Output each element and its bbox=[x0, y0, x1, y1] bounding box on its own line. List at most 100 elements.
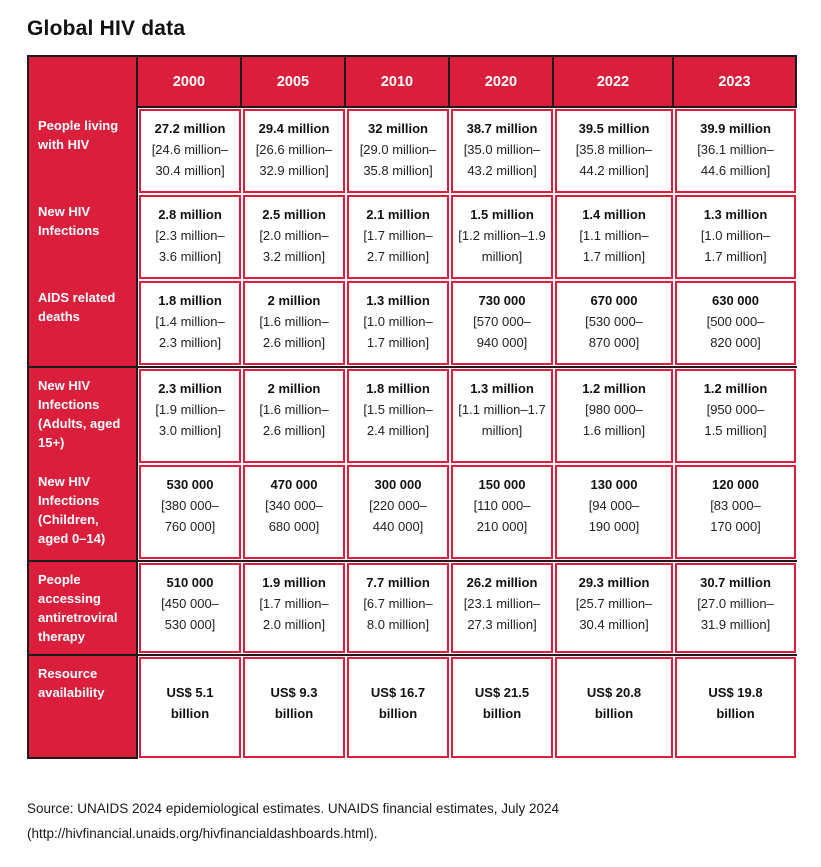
data-cell: 2 million [1.6 million– 2.6 million] bbox=[243, 369, 345, 463]
cell-value: 1.8 million bbox=[366, 381, 430, 396]
cell-range: [29.0 million– 35.8 million] bbox=[359, 141, 437, 178]
cell-range: [24.6 million– 30.4 million] bbox=[151, 141, 229, 178]
cell-range: [380 000– 760 000] bbox=[161, 497, 219, 534]
year-header-2020: 2020 bbox=[450, 55, 554, 108]
data-cell: 39.5 million [35.8 million– 44.2 million] bbox=[555, 109, 673, 193]
cell-value: 29.4 million bbox=[258, 121, 330, 136]
data-cell: US$ 21.5 billion bbox=[451, 657, 553, 758]
cell-value: 470 000 bbox=[270, 477, 318, 492]
cell-value: 1.5 million bbox=[470, 207, 534, 222]
cell-value: 1.9 million bbox=[262, 575, 326, 590]
data-cell: 300 000 [220 000– 440 000] bbox=[347, 465, 449, 559]
year-header-2010: 2010 bbox=[346, 55, 450, 108]
data-cell: 1.3 million [1.1 million–1.7 million] bbox=[451, 369, 553, 463]
cell-value: 1.3 million bbox=[703, 207, 768, 222]
cell-value: 38.7 million bbox=[466, 121, 538, 136]
cell-value: 130 000 bbox=[590, 477, 638, 492]
cell-range: [1.9 million– 3.0 million] bbox=[155, 401, 225, 438]
row-label: AIDS related deaths bbox=[27, 280, 138, 366]
cell-value: 1.4 million bbox=[582, 207, 646, 222]
cell-value: 39.5 million bbox=[578, 121, 650, 136]
cell-range: [110 000– 210 000] bbox=[473, 497, 531, 534]
table-row-people-accessing-art: People accessing antiretroviral therapy … bbox=[27, 562, 797, 654]
cell-value: 7.7 million bbox=[366, 575, 430, 590]
cell-value: 1.2 million bbox=[703, 381, 768, 396]
cell-value: 2.5 million bbox=[262, 207, 326, 222]
data-cell: 1.8 million [1.5 million– 2.4 million] bbox=[347, 369, 449, 463]
data-cell: 150 000 [110 000– 210 000] bbox=[451, 465, 553, 559]
cell-range: [1.0 million– 1.7 million] bbox=[700, 227, 771, 264]
cell-range: [1.6 million– 2.6 million] bbox=[259, 401, 329, 438]
data-cell: 39.9 million [36.1 million– 44.6 million] bbox=[675, 109, 796, 193]
table-row-new-infections-children: New HIV Infections (Children, aged 0–14)… bbox=[27, 464, 797, 560]
data-cell: 7.7 million [6.7 million– 8.0 million] bbox=[347, 563, 449, 653]
cell-range: [1.6 million– 2.6 million] bbox=[259, 313, 329, 350]
cell-value: 630 000 bbox=[712, 293, 759, 308]
cell-value: 2 million bbox=[267, 293, 321, 308]
row-label: New HIV Infections bbox=[27, 194, 138, 280]
cell-range: [500 000– 820 000] bbox=[706, 313, 765, 350]
data-cell: 27.2 million [24.6 million– 30.4 million] bbox=[139, 109, 241, 193]
row-group-epidemic-totals: People living with HIV 27.2 million [24.6… bbox=[27, 108, 797, 366]
cell-range: [2.3 million– 3.6 million] bbox=[155, 227, 225, 264]
cell-value: US$ 9.3 billion bbox=[270, 685, 318, 721]
row-label: Resource availability bbox=[27, 656, 138, 759]
cell-range: [340 000– 680 000] bbox=[265, 497, 323, 534]
data-cell: 2.8 million [2.3 million– 3.6 million] bbox=[139, 195, 241, 279]
source-line-2: (http://hivfinancial.unaids.org/hivfinan… bbox=[27, 825, 378, 841]
row-group-treatment: People accessing antiretroviral therapy … bbox=[27, 560, 797, 654]
global-hiv-data-table: 2000 2005 2010 2020 2022 2023 People liv… bbox=[27, 55, 797, 759]
cell-value: 27.2 million bbox=[154, 121, 226, 136]
data-cell: 32 million [29.0 million– 35.8 million] bbox=[347, 109, 449, 193]
data-cell: US$ 9.3 billion bbox=[243, 657, 345, 758]
data-cell: 2.3 million [1.9 million– 3.0 million] bbox=[139, 369, 241, 463]
cell-value: 670 000 bbox=[590, 293, 638, 308]
data-cell: 2.1 million [1.7 million– 2.7 million] bbox=[347, 195, 449, 279]
data-cell: 1.2 million [950 000– 1.5 million] bbox=[675, 369, 796, 463]
cell-range: [1.7 million– 2.0 million] bbox=[259, 595, 329, 632]
year-header-2000: 2000 bbox=[138, 55, 242, 108]
data-cell: 30.7 million [27.0 million– 31.9 million] bbox=[675, 563, 796, 653]
cell-range: [2.0 million– 3.2 million] bbox=[259, 227, 329, 264]
data-cell: US$ 5.1 billion bbox=[139, 657, 241, 758]
data-cell: US$ 16.7 billion bbox=[347, 657, 449, 758]
data-cell: 510 000 [450 000– 530 000] bbox=[139, 563, 241, 653]
cell-range: [36.1 million– 44.6 million] bbox=[697, 141, 774, 178]
cell-range: [1.0 million– 1.7 million] bbox=[363, 313, 433, 350]
data-cell: 630 000 [500 000– 820 000] bbox=[675, 281, 796, 365]
cell-value: 2.3 million bbox=[158, 381, 222, 396]
year-header-2023: 2023 bbox=[674, 55, 797, 108]
data-cell: 1.8 million [1.4 million– 2.3 million] bbox=[139, 281, 241, 365]
data-cell: 120 000 [83 000– 170 000] bbox=[675, 465, 796, 559]
cell-range: [6.7 million– 8.0 million] bbox=[363, 595, 433, 632]
data-cell: 1.3 million [1.0 million– 1.7 million] bbox=[675, 195, 796, 279]
header-corner-spacer bbox=[27, 55, 138, 108]
cell-value: 530 000 bbox=[166, 477, 214, 492]
data-cell: 1.3 million [1.0 million– 1.7 million] bbox=[347, 281, 449, 365]
cell-value: 2 million bbox=[267, 381, 321, 396]
cell-value: 1.3 million bbox=[470, 381, 534, 396]
data-cell: 26.2 million [23.1 million– 27.3 million] bbox=[451, 563, 553, 653]
data-cell: 2.5 million [2.0 million– 3.2 million] bbox=[243, 195, 345, 279]
cell-range: [450 000– 530 000] bbox=[161, 595, 219, 632]
table-row-aids-related-deaths: AIDS related deaths 1.8 million [1.4 mill… bbox=[27, 280, 797, 366]
source-line-1: Source: UNAIDS 2024 epidemiological esti… bbox=[27, 801, 559, 816]
cell-range: [83 000– 170 000] bbox=[710, 497, 761, 534]
cell-value: US$ 21.5 billion bbox=[474, 685, 530, 721]
cell-range: [1.1 million– 1.7 million] bbox=[579, 227, 649, 264]
cell-value: 32 million bbox=[368, 121, 428, 136]
data-cell: 470 000 [340 000– 680 000] bbox=[243, 465, 345, 559]
cell-value: 120 000 bbox=[712, 477, 759, 492]
data-cell: 670 000 [530 000– 870 000] bbox=[555, 281, 673, 365]
year-header-2022: 2022 bbox=[554, 55, 674, 108]
table-header-row: 2000 2005 2010 2020 2022 2023 bbox=[27, 55, 797, 108]
cell-range: [530 000– 870 000] bbox=[585, 313, 643, 350]
cell-value: 150 000 bbox=[478, 477, 526, 492]
cell-range: [35.8 million– 44.2 million] bbox=[575, 141, 653, 178]
data-cell: 730 000 [570 000– 940 000] bbox=[451, 281, 553, 365]
cell-range: [25.7 million– 30.4 million] bbox=[575, 595, 653, 632]
data-cell: US$ 19.8 billion bbox=[675, 657, 796, 758]
table-row-resource-availability: Resource availability US$ 5.1 billion US… bbox=[27, 656, 797, 759]
data-cell: 1.5 million [1.2 million–1.9 million] bbox=[451, 195, 553, 279]
cell-value: US$ 19.8 billion bbox=[708, 685, 763, 721]
